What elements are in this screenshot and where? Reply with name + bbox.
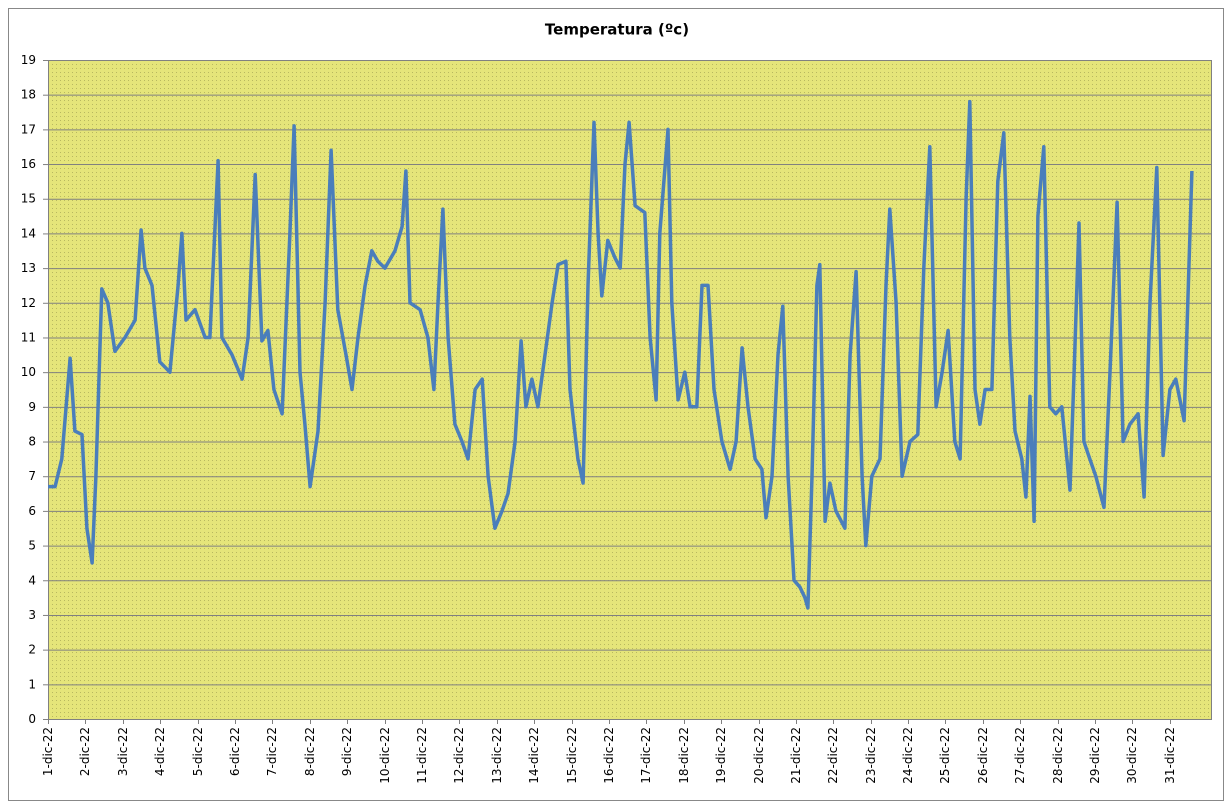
x-tick-label: 17-dic-22 [639, 727, 653, 784]
x-tick-label: 21-dic-22 [789, 727, 803, 784]
y-tick-label: 0 [28, 712, 36, 726]
x-tick-label: 2-dic-22 [78, 727, 92, 776]
plot-frame [48, 60, 1212, 720]
x-tick-label: 13-dic-22 [490, 727, 504, 784]
x-tick-label: 1-dic-22 [41, 727, 55, 776]
y-tick-label: 19 [21, 53, 36, 67]
y-tick-label: 8 [28, 435, 36, 449]
x-tick-label: 14-dic-22 [527, 727, 541, 784]
x-tick-label: 24-dic-22 [901, 727, 915, 784]
x-tick-label: 3-dic-22 [116, 727, 130, 776]
y-tick-label: 4 [28, 573, 36, 587]
x-tick-label: 7-dic-22 [265, 727, 279, 776]
x-tick-label: 28-dic-22 [1051, 727, 1065, 784]
x-tick-label: 12-dic-22 [452, 727, 466, 784]
x-tick-label: 9-dic-22 [340, 727, 354, 776]
x-tick-label: 23-dic-22 [864, 727, 878, 784]
x-tick-label: 5-dic-22 [191, 727, 205, 776]
y-tick-label: 12 [21, 296, 36, 310]
x-tick-label: 27-dic-22 [1013, 727, 1027, 784]
y-tick-label: 10 [21, 365, 36, 379]
y-tick-label: 11 [21, 330, 36, 344]
y-tick-label: 18 [21, 88, 36, 102]
x-tick-label: 4-dic-22 [153, 727, 167, 776]
x-tick-label: 18-dic-22 [677, 727, 691, 784]
x-tick-label: 26-dic-22 [976, 727, 990, 784]
y-tick-label: 16 [21, 157, 36, 171]
x-tick-label: 10-dic-22 [378, 727, 392, 784]
y-tick-label: 6 [28, 504, 36, 518]
x-tick-label: 11-dic-22 [415, 727, 429, 784]
x-tick-label: 16-dic-22 [602, 727, 616, 784]
y-tick-label: 5 [28, 539, 36, 553]
x-tick-label: 6-dic-22 [228, 727, 242, 776]
x-tick-label: 31-dic-22 [1163, 727, 1177, 784]
y-tick-label: 9 [28, 400, 36, 414]
y-tick-label: 7 [28, 469, 36, 483]
y-tick-label: 14 [21, 226, 36, 240]
y-tick-label: 17 [21, 122, 36, 136]
y-tick-label: 2 [28, 643, 36, 657]
data-line [48, 99, 1194, 610]
x-tick-label: 29-dic-22 [1088, 727, 1102, 784]
x-tick-label: 15-dic-22 [565, 727, 579, 784]
plot-pattern [48, 60, 1211, 719]
y-tick-label: 3 [28, 608, 36, 622]
x-tick-label: 20-dic-22 [752, 727, 766, 784]
x-tick-label: 22-dic-22 [826, 727, 840, 784]
y-tick-label: 13 [21, 261, 36, 275]
chart-title: Temperatura (ºc) [545, 21, 689, 39]
x-tick-label: 25-dic-22 [938, 727, 952, 784]
y-tick-label: 1 [28, 677, 36, 691]
x-tick-label: 19-dic-22 [714, 727, 728, 784]
x-tick-label: 8-dic-22 [303, 727, 317, 776]
y-tick-label: 15 [21, 192, 36, 206]
x-tick-label: 30-dic-22 [1125, 727, 1139, 784]
